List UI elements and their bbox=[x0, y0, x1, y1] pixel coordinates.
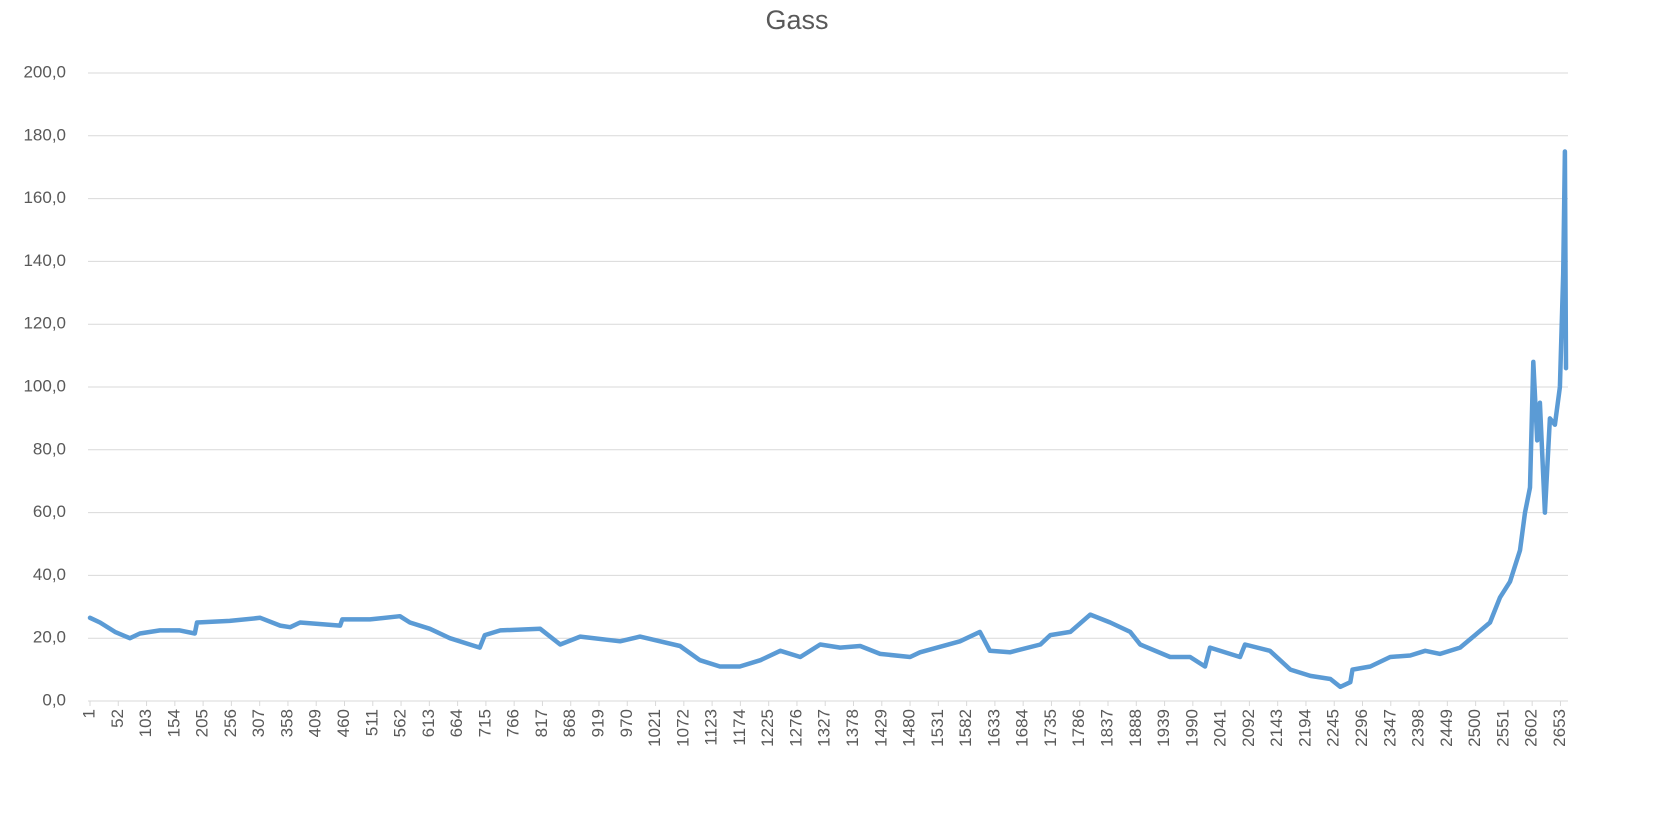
y-tick-label: 200,0 bbox=[23, 62, 66, 81]
x-tick-label: 1174 bbox=[730, 709, 749, 746]
y-tick-label: 180,0 bbox=[23, 125, 66, 144]
x-tick-label: 52 bbox=[108, 709, 127, 728]
x-tick-label: 460 bbox=[334, 709, 353, 737]
x-tick-label: 919 bbox=[588, 709, 607, 737]
x-tick-label: 1021 bbox=[645, 709, 664, 747]
x-tick-label: 970 bbox=[617, 709, 636, 737]
x-tick-label: 1735 bbox=[1041, 709, 1060, 747]
x-tick-label: 1633 bbox=[984, 709, 1003, 747]
x-tick-label: 1123 bbox=[702, 709, 721, 746]
x-tick-label: 1786 bbox=[1069, 709, 1088, 747]
x-tick-label: 1939 bbox=[1154, 709, 1173, 747]
x-tick-label: 766 bbox=[504, 709, 523, 737]
x-tick-label: 2500 bbox=[1465, 709, 1484, 747]
x-tick-label: 1276 bbox=[786, 709, 805, 747]
x-tick-label: 2551 bbox=[1493, 709, 1512, 747]
x-tick-label: 205 bbox=[193, 709, 212, 737]
y-tick-label: 20,0 bbox=[33, 628, 66, 647]
x-tick-label: 511 bbox=[362, 709, 381, 736]
y-tick-label: 120,0 bbox=[23, 314, 66, 333]
y-tick-label: 80,0 bbox=[33, 439, 66, 458]
x-tick-label: 2602 bbox=[1522, 709, 1541, 747]
x-tick-label: 562 bbox=[391, 709, 410, 737]
y-tick-label: 160,0 bbox=[23, 188, 66, 207]
x-tick-label: 1225 bbox=[758, 709, 777, 747]
x-tick-label: 1990 bbox=[1182, 709, 1201, 747]
x-tick-label: 715 bbox=[475, 709, 494, 737]
x-tick-label: 1684 bbox=[1013, 709, 1032, 747]
x-tick-label: 2092 bbox=[1239, 709, 1258, 747]
x-tick-label: 1 bbox=[79, 709, 98, 718]
x-tick-label: 2041 bbox=[1211, 709, 1230, 747]
y-tick-label: 100,0 bbox=[23, 376, 66, 395]
data-line bbox=[87, 149, 1569, 690]
x-tick-label: 1429 bbox=[871, 709, 890, 747]
chart-title: Gass bbox=[765, 5, 828, 35]
x-tick-label: 2449 bbox=[1437, 709, 1456, 747]
x-tick-label: 1531 bbox=[928, 709, 947, 747]
x-tick-label: 1327 bbox=[815, 709, 834, 747]
x-tick-label: 358 bbox=[277, 709, 296, 737]
x-tick-label: 1582 bbox=[956, 709, 975, 747]
y-tick-label: 60,0 bbox=[33, 502, 66, 521]
y-tick-label: 140,0 bbox=[23, 251, 66, 270]
x-tick-label: 2398 bbox=[1409, 709, 1428, 747]
y-tick-label: 0,0 bbox=[42, 690, 66, 709]
x-tick-label: 2653 bbox=[1550, 709, 1569, 747]
x-tick-label: 2194 bbox=[1295, 709, 1314, 747]
x-tick-label: 256 bbox=[221, 709, 240, 737]
x-tick-label: 103 bbox=[136, 709, 155, 737]
x-tick-label: 613 bbox=[419, 709, 438, 737]
x-tick-label: 409 bbox=[306, 709, 325, 737]
x-tick-label: 868 bbox=[560, 709, 579, 737]
x-tick-label: 2245 bbox=[1324, 709, 1343, 747]
x-tick-label: 1378 bbox=[843, 709, 862, 747]
x-tick-label: 2296 bbox=[1352, 709, 1371, 747]
x-tick-label: 2143 bbox=[1267, 709, 1286, 747]
y-tick-label: 40,0 bbox=[33, 565, 66, 584]
x-tick-label: 2347 bbox=[1380, 709, 1399, 747]
x-tick-label: 664 bbox=[447, 709, 466, 737]
x-tick-label: 817 bbox=[532, 709, 551, 737]
x-tick-label: 1888 bbox=[1126, 709, 1145, 747]
x-tick-label: 1837 bbox=[1097, 709, 1116, 747]
x-tick-label: 1480 bbox=[900, 709, 919, 747]
x-tick-label: 154 bbox=[164, 709, 183, 737]
x-tick-label: 307 bbox=[249, 709, 268, 737]
x-tick-label: 1072 bbox=[673, 709, 692, 747]
